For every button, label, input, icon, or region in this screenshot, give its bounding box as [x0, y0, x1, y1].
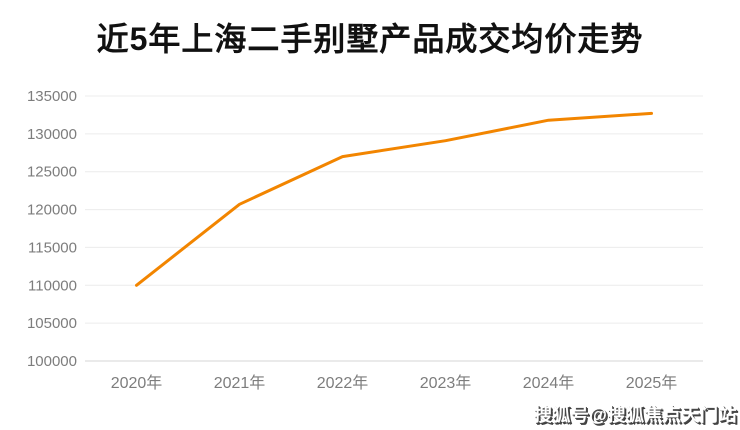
x-axis-tick-label: 2023年	[420, 374, 472, 392]
x-axis-tick-label: 2020年	[111, 374, 163, 392]
y-axis-tick-label: 100000	[27, 353, 77, 370]
x-axis-tick-label: 2022年	[317, 374, 369, 392]
y-axis-tick-label: 115000	[28, 239, 77, 256]
x-axis-tick-label: 2025年	[626, 374, 678, 392]
trend-line-series	[135, 111, 653, 287]
y-axis-tick-label: 130000	[27, 126, 77, 143]
y-axis-tick-label: 120000	[27, 202, 77, 219]
x-axis-tick-label: 2024年	[523, 374, 575, 392]
y-axis-tick-label: 135000	[27, 88, 77, 105]
watermark-sohu: 搜狐号@搜狐焦点天门站	[533, 405, 737, 425]
y-axis-tick-label: 105000	[27, 315, 77, 332]
y-axis-tick-label: 110000	[28, 277, 77, 294]
y-axis-tick-label: 125000	[27, 164, 77, 181]
chart-title: 近5年上海二手别墅产品成交均价走势	[96, 21, 644, 57]
x-axis-tick-label: 2021年	[214, 374, 266, 392]
